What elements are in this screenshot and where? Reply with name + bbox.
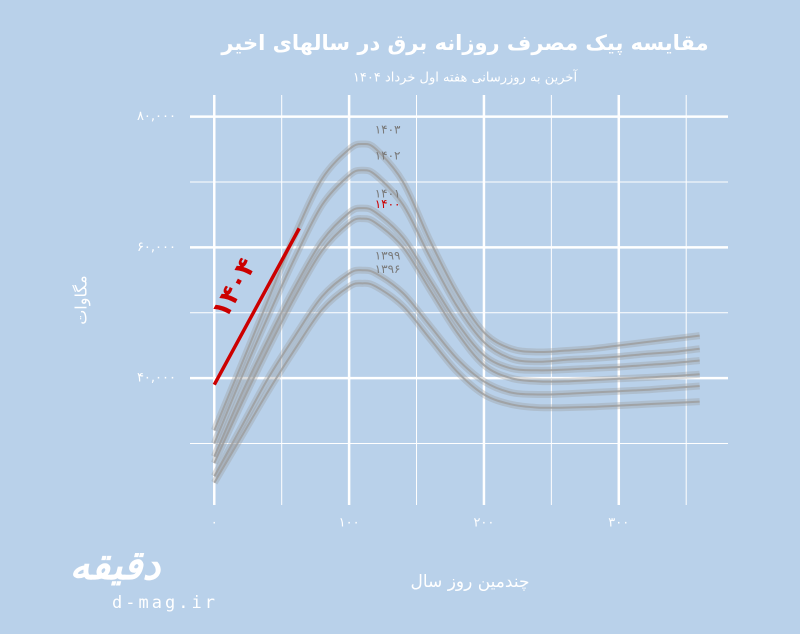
series-label: ۱۳۹۶ (375, 262, 401, 276)
watermark: d-mag.ir (112, 593, 218, 613)
series-label: ۱۴۰۳ (375, 123, 401, 137)
series-line (212, 227, 301, 386)
series-line (213, 169, 700, 444)
chart-subtitle: آخرین به روزرسانی هفته اول خرداد ۱۴۰۴ (353, 69, 579, 86)
series-label: ۱۴۰۱ (375, 187, 401, 201)
chart-title: مقایسه پیک مصرف روزانه برق در سالهای اخی… (220, 31, 708, 55)
y-tick-label: ۸۰,۰۰۰ (137, 109, 176, 124)
series-label: ۱۴۰۰ (375, 197, 401, 211)
grid (190, 95, 728, 505)
x-tick-label: ۱۰۰ (339, 516, 360, 531)
x-tick-label: ۲۰۰ (473, 516, 494, 531)
logo: دقیقه (70, 543, 162, 589)
x-axis-label: چندمین روز سال (411, 572, 530, 592)
x-tick-label: ۰ (211, 516, 218, 531)
series-line (213, 269, 700, 477)
y-axis-label: مگاوات (72, 275, 92, 325)
series-line (213, 282, 700, 484)
series-label: ۱۳۹۹ (375, 249, 401, 263)
series-label: ۱۴۰۲ (375, 149, 401, 163)
x-tick-label: ۳۰۰ (608, 516, 629, 531)
series-line (213, 217, 700, 464)
y-tick-label: ۶۰,۰۰۰ (137, 240, 176, 255)
series-line (213, 207, 700, 458)
y-tick-label: ۴۰,۰۰۰ (137, 371, 176, 386)
